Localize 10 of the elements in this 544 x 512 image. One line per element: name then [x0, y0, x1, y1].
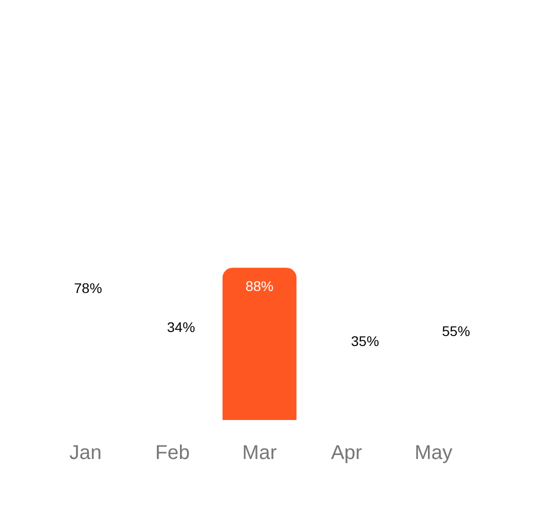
data-label: 88%	[245, 278, 274, 294]
x-tick-label: Jan	[69, 442, 102, 464]
x-tick-label: Apr	[330, 442, 362, 464]
x-tick-label: Feb	[155, 442, 190, 464]
x-tick-label: Mar	[242, 442, 278, 464]
annotation: 35%	[351, 333, 380, 349]
annotation: 34%	[167, 319, 196, 335]
annotation: 78%	[74, 280, 102, 296]
x-tick-label: May	[414, 442, 452, 464]
annotation: 55%	[442, 323, 470, 339]
